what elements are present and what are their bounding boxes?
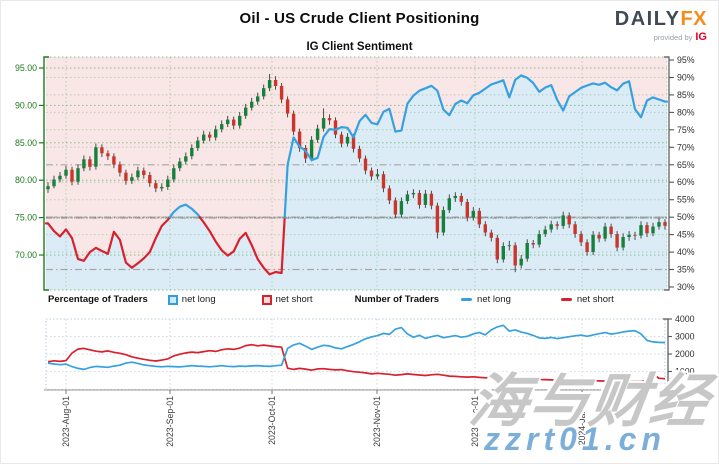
page-title: Oil - US Crude Client Positioning [239,10,480,27]
date-axis: 2023-Aug-01 2023-Sep-01 2023-Oct-01 2023-No… [44,389,668,447]
percent-axis-right: 95% 90% 85% 80% 75% 70% 65% 60% 55% 50% 45% 40% 35% 3… [664,55,695,292]
price-axis-left: 95.00 90.00 85.00 80.00 75.00 70.00 [15,56,49,291]
svg-text:90%: 90% [677,73,695,83]
dailyfx-logo: DAILYFX provided by IG [615,9,707,43]
legend-item-pct-net-long: net long [167,294,216,305]
svg-text:50%: 50% [677,212,695,222]
dailyfx-logo-wordmark: DAILYFX [615,9,707,29]
logo-daily-text: DAILY [614,8,681,30]
legend-item-pct-net-short: net short [261,294,313,305]
svg-text:70.00: 70.00 [15,250,37,260]
date-label: 2024-Jan-01 [577,396,587,446]
net-long-line-swatch [461,298,473,301]
svg-text:70%: 70% [677,142,695,152]
sentiment-background-fills [46,57,667,291]
ig-logo-text: IG [695,31,707,43]
sentiment-line-layer [44,74,669,276]
dailyfx-strip-watermark: DAILYFX I DAILYFX I DAILYFX I DAILYFX I … [46,216,668,220]
net-short-square-swatch [261,294,272,305]
svg-text:75.00: 75.00 [15,213,37,223]
svg-text:60%: 60% [677,177,695,187]
legend-percent-header: Percentage of Traders [48,294,148,305]
legend-item-cnt-net-short: net short [560,294,614,305]
date-label: 2023-Nov-01 [372,396,382,447]
svg-text:45%: 45% [677,230,695,240]
svg-text:90.00: 90.00 [15,100,37,110]
legend-count-header: Number of Traders [354,294,440,305]
chart-subtitle: IG Client Sentiment [306,41,413,53]
svg-text:55%: 55% [677,195,695,205]
svg-text:35%: 35% [677,265,695,275]
svg-text:40%: 40% [677,247,695,257]
svg-text:75%: 75% [677,125,695,135]
net-short-line-swatch [560,298,572,301]
svg-text:80.00: 80.00 [15,175,37,185]
svg-text:95.00: 95.00 [15,63,37,73]
main-gridlines [46,56,668,390]
svg-text:2000: 2000 [675,349,695,359]
svg-text:65%: 65% [677,160,695,170]
svg-text:85.00: 85.00 [15,138,37,148]
svg-text:85%: 85% [677,90,695,100]
svg-text:1000: 1000 [675,367,695,377]
net-long-square-swatch [167,294,178,305]
date-label: 2023-Oct-01 [267,396,277,445]
date-label: 2023-Aug-01 [61,396,71,447]
date-label: 2023-Dec-01 [470,396,480,447]
legend: Percentage of Traders net long net short… [48,294,614,305]
svg-text:4000: 4000 [675,314,695,324]
sentiment-line-net-long [283,74,669,219]
sentiment-line-net-long [168,203,201,219]
date-label: 2023-Sep-01 [165,396,175,447]
logo-provided-by: provided by IG [653,31,707,43]
svg-text:0: 0 [675,384,680,394]
net-short-pink-region [46,57,667,275]
logo-fx-text: FX [680,8,707,30]
count-line-net-short [47,343,666,383]
sentiment-line-net-short [44,216,171,269]
count-line-net-long [47,324,666,371]
svg-text:95%: 95% [677,55,695,65]
svg-text:30%: 30% [677,282,695,292]
legend-item-cnt-net-long: net long [461,294,511,305]
svg-text:3000: 3000 [675,332,695,342]
watermark-url-text: zzrt01.cn [484,421,666,457]
svg-text:80%: 80% [677,107,695,117]
count-lines-layer [47,324,666,383]
sentiment-line-net-short [198,216,286,276]
candles-layer [46,74,667,273]
net-long-blue-region [46,75,667,291]
